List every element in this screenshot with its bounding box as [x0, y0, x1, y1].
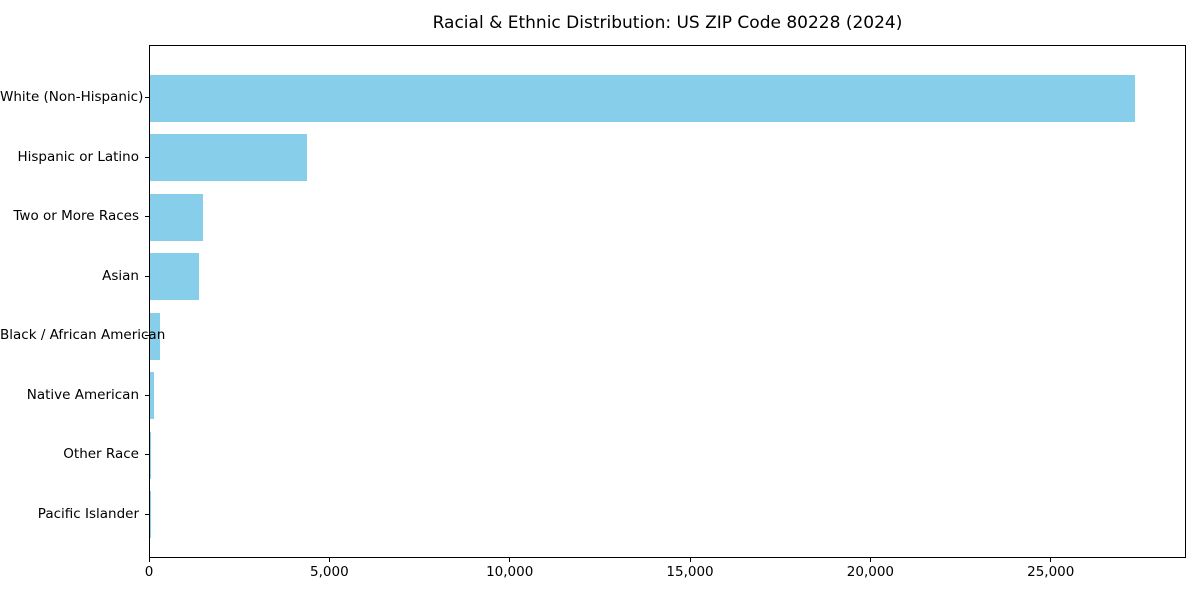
bar: [150, 431, 151, 479]
x-tick-label: 10,000: [486, 564, 534, 580]
x-tick-mark: [689, 558, 691, 562]
x-tick-label: 15,000: [666, 564, 714, 580]
y-tick-label: Hispanic or Latino: [17, 148, 139, 165]
y-tick-label: Native American: [26, 386, 139, 403]
bar: [150, 312, 161, 360]
y-tick-label: Other Race: [63, 446, 139, 463]
x-tick-label: 25,000: [1027, 564, 1075, 580]
y-tick-label: White (Non-Hispanic): [0, 89, 144, 105]
x-tick-mark: [328, 558, 330, 562]
y-tick-mark: [145, 275, 149, 277]
y-tick-mark: [145, 454, 149, 456]
bar: [150, 253, 200, 301]
x-tick-mark: [1050, 558, 1052, 562]
x-tick-mark: [148, 558, 150, 562]
x-tick-label: 5,000: [310, 564, 349, 580]
y-tick-label: Pacific Islander: [37, 505, 139, 522]
bar: [150, 74, 1135, 122]
bar: [150, 372, 155, 420]
y-tick-mark: [145, 394, 149, 396]
plot-area: [149, 45, 1186, 558]
y-tick-mark: [145, 513, 149, 515]
y-tick-label: Asian: [102, 267, 139, 284]
bar: [150, 134, 308, 182]
y-tick-mark: [145, 335, 149, 337]
y-tick-mark: [145, 216, 149, 218]
y-tick-label: Two or More Races: [13, 208, 139, 225]
bar: [150, 193, 203, 241]
x-tick-mark: [869, 558, 871, 562]
x-tick-mark: [509, 558, 511, 562]
chart-title: Racial & Ethnic Distribution: US ZIP Cod…: [432, 13, 903, 33]
x-tick-label: 20,000: [846, 564, 895, 580]
y-tick-mark: [145, 156, 149, 158]
y-tick-mark: [145, 97, 149, 98]
x-tick-label: 0: [144, 564, 154, 580]
y-tick-label: Black / African American: [0, 327, 166, 344]
